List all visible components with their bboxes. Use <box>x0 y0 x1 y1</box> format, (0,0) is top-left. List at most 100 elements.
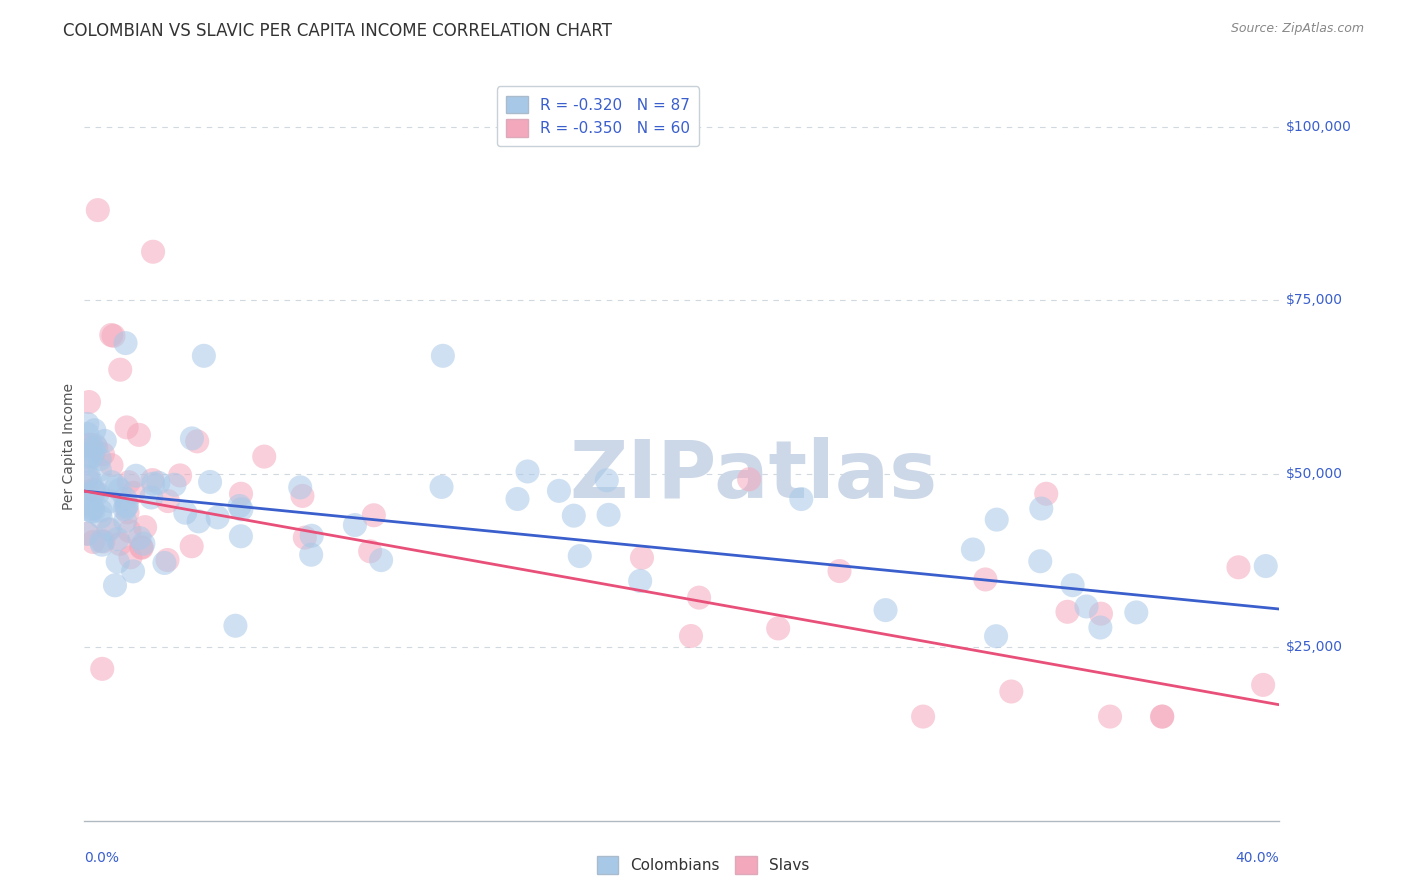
Point <box>76 526 98 541</box>
Point <box>430 480 453 494</box>
Point <box>363 508 385 523</box>
Y-axis label: Per Capita Income: Per Capita Income <box>62 383 76 509</box>
Point <box>1254 559 1277 574</box>
Point <box>76 450 98 464</box>
Point <box>97 523 120 537</box>
Point <box>118 475 141 490</box>
Point <box>156 553 179 567</box>
Point <box>229 487 252 501</box>
Text: 0.0%: 0.0% <box>84 851 120 865</box>
Text: $100,000: $100,000 <box>1285 120 1351 134</box>
Point <box>93 534 115 549</box>
Point <box>141 491 163 505</box>
Point <box>89 452 111 467</box>
Point <box>568 549 591 563</box>
Point <box>193 349 215 363</box>
Point <box>231 502 253 516</box>
Point <box>974 573 997 587</box>
Point <box>156 494 179 508</box>
Point <box>562 508 585 523</box>
Point <box>1035 487 1057 501</box>
Point <box>90 503 112 517</box>
Point <box>343 518 366 533</box>
Point <box>94 434 117 448</box>
Point <box>299 548 322 562</box>
Point <box>91 447 114 461</box>
Point <box>163 477 186 491</box>
Point <box>110 362 132 376</box>
Point <box>253 450 276 464</box>
Point <box>224 619 246 633</box>
Point <box>1056 605 1078 619</box>
Point <box>596 473 619 487</box>
Point <box>516 465 538 479</box>
Point <box>370 553 392 567</box>
Point <box>134 520 156 534</box>
Point <box>766 621 789 635</box>
Point <box>79 475 101 489</box>
Point <box>984 629 1007 643</box>
Point <box>828 564 851 578</box>
Point <box>1099 709 1122 723</box>
Point <box>76 502 98 516</box>
Point <box>986 513 1008 527</box>
Point <box>82 484 104 499</box>
Point <box>83 485 105 500</box>
Point <box>198 475 221 489</box>
Point <box>90 509 112 524</box>
Point <box>679 629 702 643</box>
Point <box>207 510 229 524</box>
Point <box>82 444 104 458</box>
Point <box>115 500 138 514</box>
Point <box>129 541 152 555</box>
Point <box>875 603 897 617</box>
Point <box>359 544 381 558</box>
Point <box>114 502 136 516</box>
Point <box>83 483 105 497</box>
Point <box>962 542 984 557</box>
Point <box>122 565 145 579</box>
Text: COLOMBIAN VS SLAVIC PER CAPITA INCOME CORRELATION CHART: COLOMBIAN VS SLAVIC PER CAPITA INCOME CO… <box>63 22 612 40</box>
Point <box>120 550 142 565</box>
Point <box>98 494 121 508</box>
Point <box>98 522 121 536</box>
Point <box>117 505 139 519</box>
Point <box>688 591 710 605</box>
Point <box>1062 578 1084 592</box>
Point <box>83 504 105 518</box>
Text: $50,000: $50,000 <box>1285 467 1343 481</box>
Point <box>128 531 150 545</box>
Point <box>87 203 110 218</box>
Point <box>115 420 138 434</box>
Point <box>100 328 122 343</box>
Point <box>1152 709 1174 723</box>
Point <box>115 498 138 512</box>
Point <box>301 529 323 543</box>
Point <box>87 486 110 500</box>
Point <box>142 244 165 259</box>
Text: ZIPatlas: ZIPatlas <box>569 437 938 515</box>
Point <box>1152 709 1174 723</box>
Point <box>76 437 98 451</box>
Point <box>598 508 620 522</box>
Point <box>628 574 651 588</box>
Point <box>125 468 148 483</box>
Point <box>83 423 105 437</box>
Point <box>1076 599 1098 614</box>
Text: 40.0%: 40.0% <box>1236 851 1279 865</box>
Point <box>104 578 127 592</box>
Point <box>1090 607 1112 621</box>
Point <box>76 470 98 484</box>
Point <box>91 662 114 676</box>
Point <box>76 484 98 499</box>
Point <box>148 475 170 490</box>
Point <box>105 479 128 493</box>
Point <box>80 441 103 455</box>
Point <box>76 454 98 468</box>
Point <box>82 450 104 464</box>
Point <box>790 491 813 506</box>
Point <box>103 329 125 343</box>
Point <box>141 473 163 487</box>
Point <box>131 541 153 555</box>
Point <box>77 498 100 512</box>
